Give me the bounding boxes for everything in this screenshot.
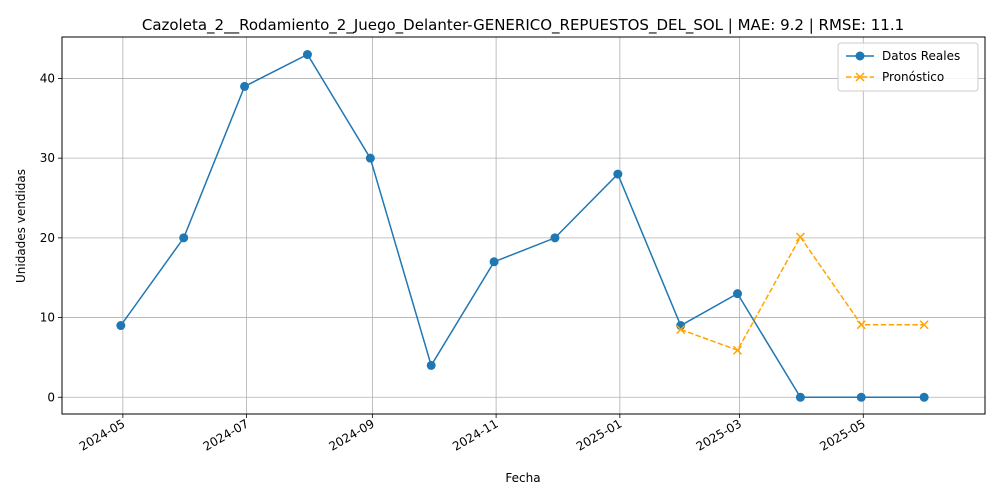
y-tick-label: 10: [40, 311, 55, 325]
data-point: [489, 257, 499, 267]
y-axis: 0 10 20 30 40: [40, 71, 62, 404]
data-point: [919, 392, 929, 402]
data-point: [179, 233, 189, 243]
data-point: [116, 321, 126, 331]
data-point: [676, 324, 686, 335]
legend-label: Datos Reales: [882, 49, 960, 63]
data-point: [426, 360, 436, 370]
y-tick-label: 30: [40, 151, 55, 165]
data-point: [732, 345, 743, 355]
data-point: [240, 81, 250, 91]
data-point: [795, 392, 805, 402]
y-tick-label: 0: [47, 390, 55, 404]
data-point: [856, 392, 866, 402]
data-point: [795, 232, 805, 242]
y-axis-label: Unidades vendidas: [14, 169, 28, 283]
legend-box: [837, 42, 979, 92]
legend-marker: [855, 72, 865, 82]
data-point: [733, 289, 743, 299]
data-point: [365, 153, 375, 163]
y-tick-label: 40: [40, 71, 55, 85]
series-layer: [116, 50, 929, 402]
data-point: [550, 233, 560, 243]
data-point: [302, 50, 312, 60]
data-point: [856, 320, 866, 330]
chart-title: Cazoleta_2__Rodamiento_2_Juego_Delanter-…: [142, 16, 904, 35]
x-axis-label: Fecha: [505, 471, 540, 485]
data-point: [919, 320, 929, 330]
legend-label: Pronóstico: [882, 70, 944, 84]
y-tick-label: 20: [40, 231, 55, 245]
plot-frame: [61, 36, 986, 415]
legend: Datos Reales Pronóstico: [837, 42, 979, 92]
legend-marker: [855, 51, 865, 61]
series-actual: [116, 50, 929, 402]
data-point: [613, 169, 623, 179]
series-line: [120, 53, 925, 399]
series-forecast: [676, 232, 929, 355]
